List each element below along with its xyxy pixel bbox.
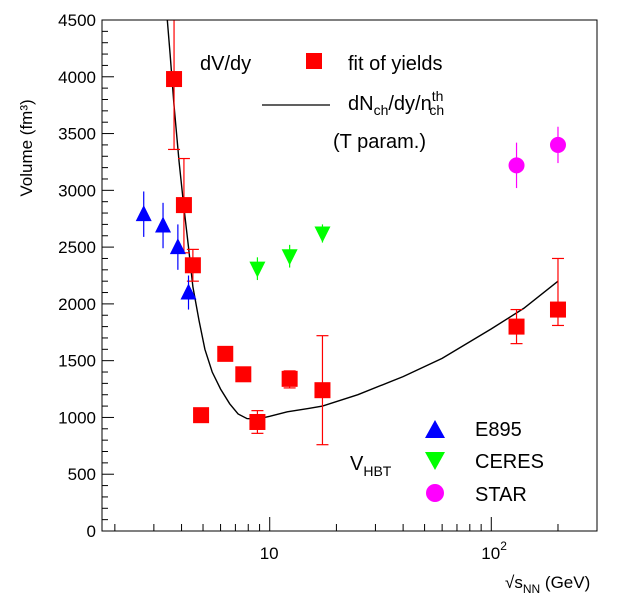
legend-label-line: dNch/dy/nth ch bbox=[348, 88, 444, 118]
legend-marker-fit-of-yields bbox=[306, 53, 322, 69]
point-e895 bbox=[155, 216, 172, 233]
legend-marker-ceres bbox=[425, 452, 445, 470]
legend-bottom-header-main: V bbox=[350, 453, 364, 475]
y-tick-label: 1500 bbox=[58, 352, 96, 371]
legend-marker-e895 bbox=[425, 420, 445, 438]
point-ceres bbox=[314, 226, 331, 243]
point-fit-of-yields bbox=[249, 413, 266, 430]
x-tick-label: 102 bbox=[481, 539, 507, 563]
legend-label-e895: E895 bbox=[475, 419, 522, 441]
x-axis-label-unit: (GeV) bbox=[540, 573, 590, 592]
legend-label-star: STAR bbox=[475, 484, 527, 506]
point-star bbox=[508, 157, 525, 174]
legend-label-line-sub2: ch bbox=[429, 102, 444, 118]
y-tick-label: 4000 bbox=[58, 68, 96, 87]
plot-frame bbox=[101, 19, 598, 532]
y-axis-label: Volume (fm³) bbox=[17, 99, 36, 196]
legend-label-line-main: dN bbox=[348, 93, 374, 115]
y-tick-label: 2000 bbox=[58, 295, 96, 314]
legend-label-line-sub1: ch bbox=[374, 102, 389, 118]
legend-marker-star bbox=[426, 484, 444, 502]
legend-bottom: E895 CERES STAR VHBT bbox=[350, 419, 544, 506]
y-tick-label: 2500 bbox=[58, 238, 96, 257]
point-fit-of-yields bbox=[235, 366, 252, 383]
point-fit-of-yields bbox=[217, 345, 234, 362]
y-tick-label: 3500 bbox=[58, 125, 96, 144]
x-axis-label-sub: NN bbox=[523, 582, 540, 596]
legend-top: dV/dy fit of yields dNch/dy/nth ch (T par… bbox=[200, 53, 444, 153]
legend-label-line-2: (T param.) bbox=[333, 131, 426, 153]
x-axis-label-sqrt: √s bbox=[505, 573, 523, 592]
point-fit-of-yields bbox=[175, 197, 192, 214]
y-tick-label: 1000 bbox=[58, 408, 96, 427]
y-tick-label: 3000 bbox=[58, 181, 96, 200]
y-tick-label: 4500 bbox=[58, 11, 96, 30]
x-tick-label-base: 10 bbox=[481, 544, 500, 563]
point-star bbox=[549, 136, 566, 153]
legend-label-fit-of-yields: fit of yields bbox=[348, 53, 442, 75]
x-tick-label-exp: 2 bbox=[500, 539, 507, 553]
point-fit-of-yields bbox=[166, 71, 183, 88]
legend-label-line-mid: /dy/n bbox=[388, 93, 431, 115]
point-e895 bbox=[180, 283, 197, 300]
chart-marks bbox=[135, 20, 566, 446]
y-tick-label: 500 bbox=[68, 465, 96, 484]
legend-bottom-header-sub: HBT bbox=[363, 463, 391, 479]
point-fit-of-yields bbox=[314, 382, 331, 399]
point-fit-of-yields bbox=[508, 318, 525, 335]
legend-label-line-sup: th bbox=[432, 88, 444, 104]
x-tick-label: 10 bbox=[260, 544, 279, 563]
point-fit-of-yields bbox=[549, 301, 566, 318]
point-fit-of-yields bbox=[193, 407, 210, 424]
point-fit-of-yields bbox=[184, 257, 201, 274]
y-tick-label: 0 bbox=[87, 522, 96, 541]
point-fit-of-yields bbox=[281, 370, 298, 387]
point-ceres bbox=[281, 249, 298, 266]
x-tick-label-base: 10 bbox=[260, 544, 279, 563]
point-ceres bbox=[249, 261, 266, 278]
point-e895 bbox=[169, 238, 186, 255]
point-e895 bbox=[135, 205, 152, 222]
x-axis-label: √sNN (GeV) bbox=[505, 573, 590, 596]
legend-top-header: dV/dy bbox=[200, 53, 251, 75]
legend-bottom-header: VHBT bbox=[350, 453, 392, 479]
legend-label-ceres: CERES bbox=[475, 451, 544, 473]
